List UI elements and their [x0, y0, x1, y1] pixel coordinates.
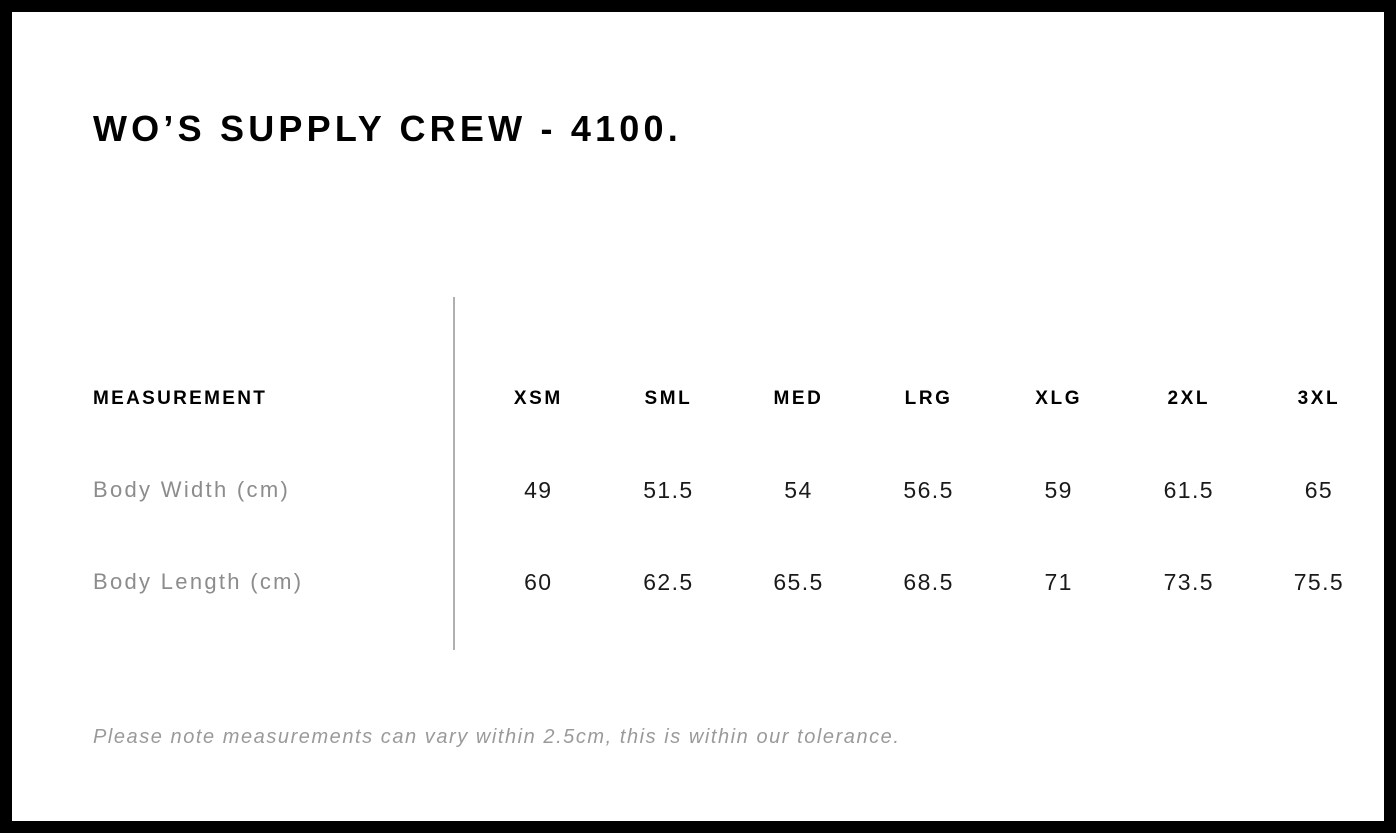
row-label-body-length: Body Length (cm) — [93, 569, 304, 594]
cell-body-width-xlg: 59 — [1044, 476, 1073, 503]
table-row: Body Width (cm) 49 51.5 54 56.5 59 61.5 … — [12, 444, 1384, 536]
cell-body-width-med: 54 — [784, 476, 813, 503]
column-header-measurement: MEASUREMENT — [93, 388, 268, 409]
cell-body-width-3xl: 65 — [1304, 476, 1334, 503]
cell-body-length-xlg: 71 — [1044, 568, 1073, 595]
cell-body-length-2xl: 73.5 — [1163, 568, 1214, 595]
cell-body-length-xsm: 60 — [524, 568, 553, 595]
cell-body-width-2xl: 61.5 — [1163, 476, 1214, 503]
cell-body-length-sml: 62.5 — [643, 568, 694, 595]
size-chart-content: WO’S SUPPLY CREW - 4100. MEASUREMENT XSM — [12, 12, 1384, 821]
table-bottom-spacer — [12, 628, 1384, 700]
cell-body-length-3xl: 75.5 — [1293, 568, 1345, 595]
row-label-body-width: Body Width (cm) — [93, 477, 291, 502]
spacer-cell — [12, 628, 473, 700]
cell-body-width-lrg: 56.5 — [903, 476, 954, 503]
spacer-cell — [473, 628, 1384, 700]
column-header-xlg: XLG — [1035, 388, 1083, 409]
size-table-container: MEASUREMENT XSM SML MED LRG XLG 2XL 3XL … — [12, 286, 1384, 700]
cell-body-width-sml: 51.5 — [643, 476, 694, 503]
cell-body-length-lrg: 68.5 — [903, 568, 954, 595]
column-header-xsm: XSM — [513, 388, 563, 409]
spacer-cell — [473, 286, 1384, 354]
table-vertical-divider — [453, 297, 455, 650]
column-header-lrg: LRG — [904, 388, 953, 409]
table-header-row: MEASUREMENT XSM SML MED LRG XLG 2XL 3XL — [12, 354, 1384, 444]
cell-body-length-med: 65.5 — [773, 568, 824, 595]
table-top-spacer — [12, 286, 1384, 354]
table-row: Body Length (cm) 60 62.5 65.5 68.5 71 73… — [12, 536, 1384, 628]
spacer-cell — [12, 286, 473, 354]
column-header-med: MED — [773, 388, 824, 409]
page-title: WO’S SUPPLY CREW - 4100. — [93, 108, 682, 149]
column-header-3xl: 3XL — [1297, 388, 1341, 409]
tolerance-note: Please note measurements can vary within… — [93, 726, 901, 748]
column-header-2xl: 2XL — [1167, 388, 1211, 409]
column-header-sml: SML — [644, 388, 693, 409]
cell-body-width-xsm: 49 — [524, 476, 553, 503]
size-table: MEASUREMENT XSM SML MED LRG XLG 2XL 3XL … — [12, 286, 1384, 700]
